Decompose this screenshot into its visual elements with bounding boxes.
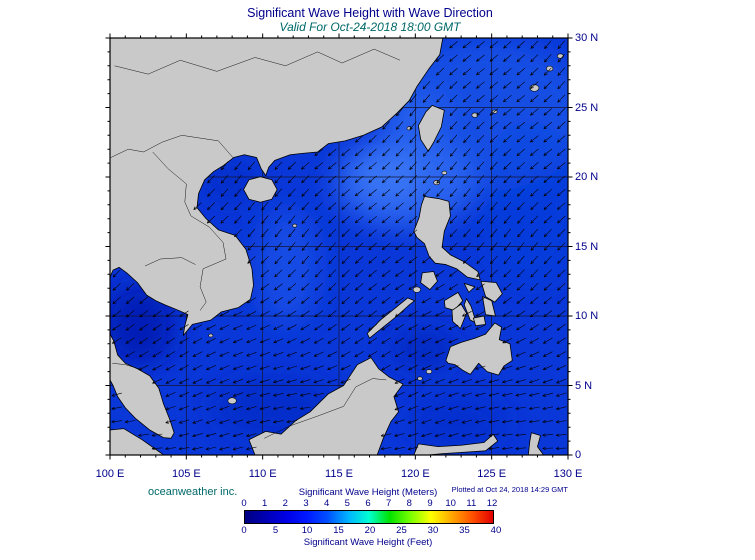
colorbar-caption-meters: Significant Wave Height (Meters) xyxy=(298,487,438,498)
page-title: Significant Wave Height with Wave Direct… xyxy=(247,6,493,20)
colorbar-meters-tick-1: 1 xyxy=(262,498,268,509)
lat-label-0: 0 xyxy=(575,449,582,461)
lat-label-20-n: 20 N xyxy=(575,171,599,183)
colorbar-meters-tick-8: 8 xyxy=(406,498,412,509)
colorbar-feet-tick-5: 5 xyxy=(272,525,279,536)
colorbar-feet-tick-0: 0 xyxy=(241,525,247,536)
colorbar-meters-tick-9: 9 xyxy=(427,498,433,509)
colorbar-feet-tick-35: 35 xyxy=(459,525,470,536)
colorbar-meters-tick-7: 7 xyxy=(386,498,392,509)
plotted-at-text: Plotted at Oct 24, 2018 14:29 GMT xyxy=(451,485,568,494)
lon-label-130-e: 130 E xyxy=(553,468,583,480)
colorbar-caption-feet: Significant Wave Height (Feet) xyxy=(303,537,433,548)
page-subtitle: Valid For Oct-24-2018 18:00 GMT xyxy=(279,20,461,34)
colorbar-feet-tick-30: 30 xyxy=(427,525,439,536)
lat-label-15-n: 15 N xyxy=(575,240,599,253)
colorbar-feet-tick-10: 10 xyxy=(301,525,313,536)
colorbar-gradient xyxy=(244,510,494,524)
colorbar-meters-tick-3: 3 xyxy=(303,498,309,509)
lat-label-5-n: 5 N xyxy=(575,379,593,392)
colorbar-meters-tick-2: 2 xyxy=(282,498,288,509)
colorbar-feet-tick-15: 15 xyxy=(333,525,344,536)
colorbar-meters-tick-11: 11 xyxy=(466,498,477,509)
map-overlay xyxy=(105,33,573,460)
lon-label-120-e: 120 E xyxy=(400,468,430,480)
lat-label-30-n: 30 N xyxy=(575,32,599,44)
lon-label-105-e: 105 E xyxy=(171,468,201,480)
colorbar-feet-tick-40: 40 xyxy=(490,525,502,536)
lon-label-115-e: 115 E xyxy=(325,468,353,480)
colorbar-meters-tick-6: 6 xyxy=(365,498,371,509)
lon-label-100-e: 100 E xyxy=(95,468,125,480)
lat-label-10-n: 10 N xyxy=(575,310,599,322)
colorbar-meters-tick-12: 12 xyxy=(486,498,498,509)
colorbar-feet-tick-25: 25 xyxy=(396,525,407,536)
map-plot xyxy=(105,33,573,460)
colorbar-meters-tick-5: 5 xyxy=(344,498,350,509)
credit-text: oceanweather inc. xyxy=(148,486,238,498)
lon-label-110-e: 110 E xyxy=(248,468,277,480)
colorbar-feet-tick-20: 20 xyxy=(364,525,376,536)
colorbar-meters-tick-0: 0 xyxy=(241,498,247,509)
lat-label-25-n: 25 N xyxy=(575,101,599,114)
lon-label-125-e: 125 E xyxy=(477,468,507,480)
map-canvas xyxy=(110,38,568,455)
colorbar-meters-tick-4: 4 xyxy=(324,498,330,509)
colorbar-meters-tick-10: 10 xyxy=(445,498,456,509)
